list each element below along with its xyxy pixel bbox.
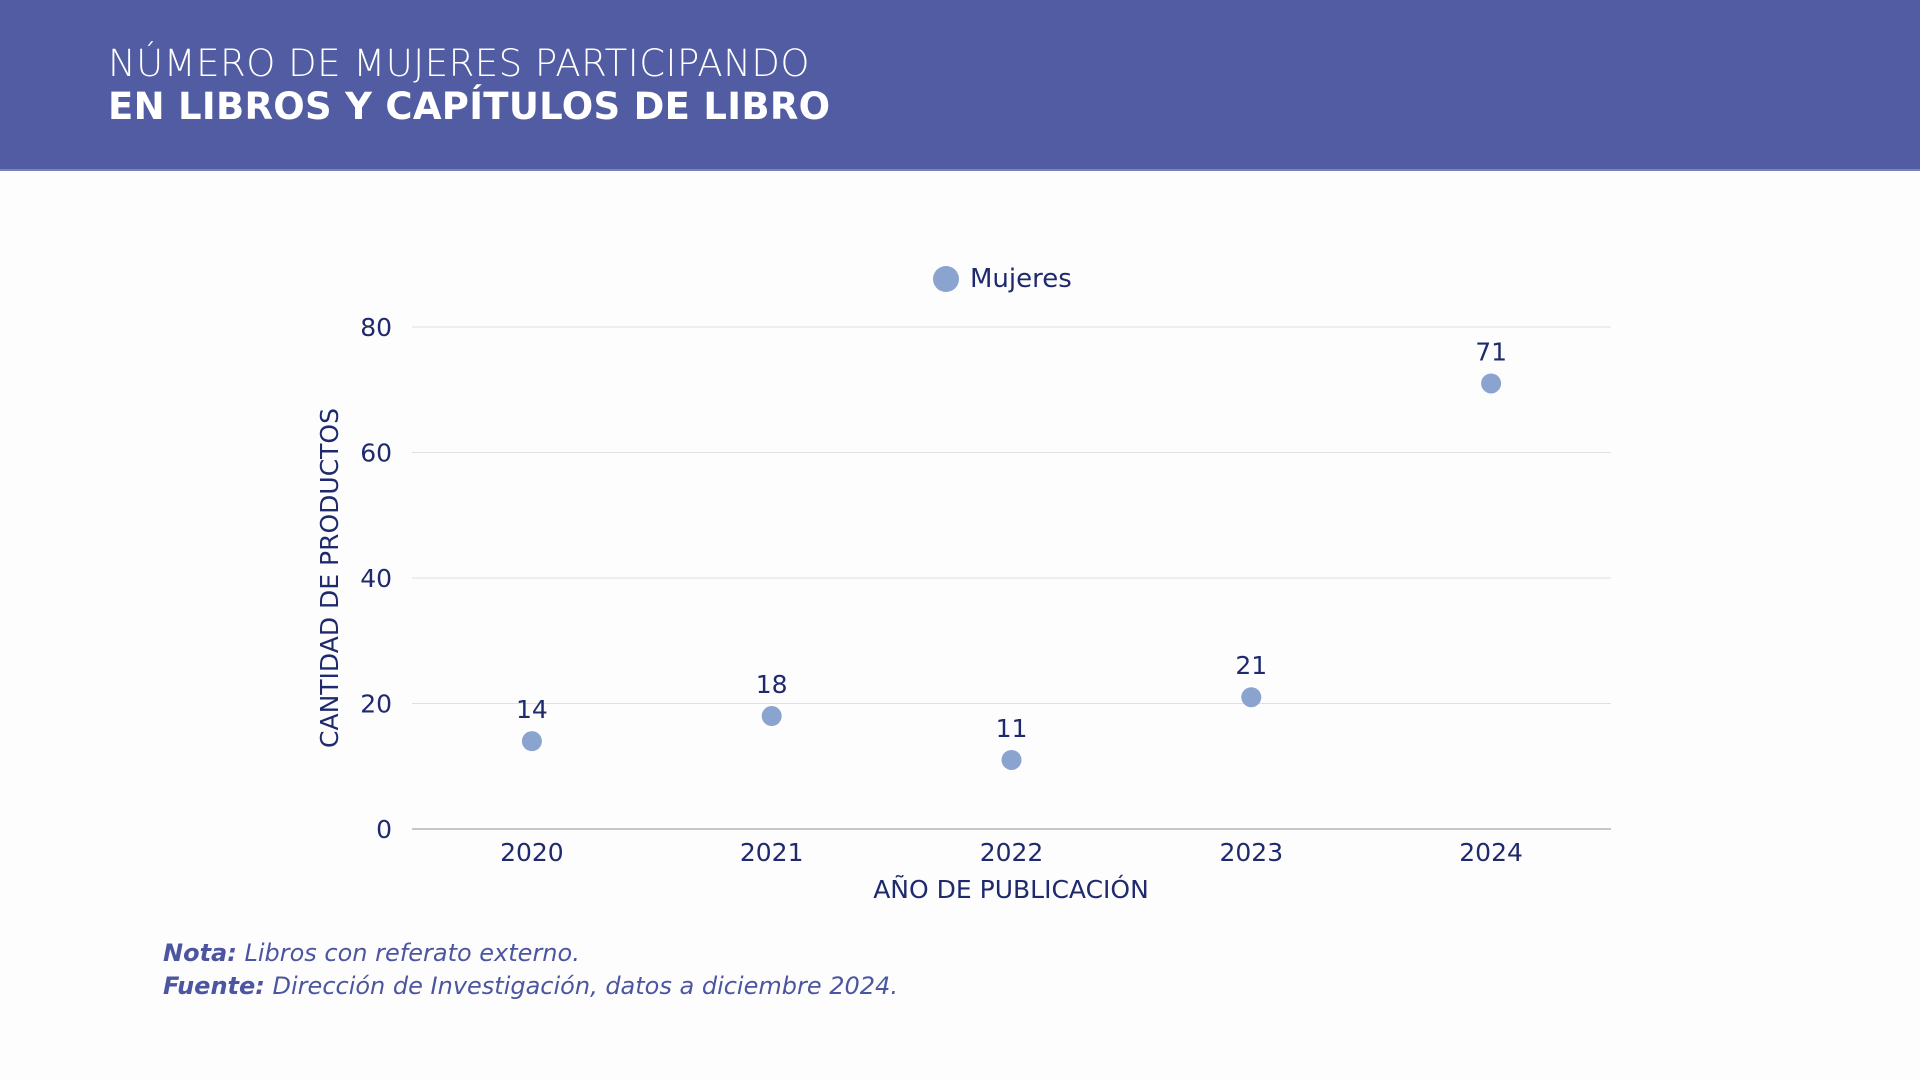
legend-marker-mujeres[interactable] <box>933 266 959 292</box>
data-label: 18 <box>756 670 788 699</box>
y-tick-label: 60 <box>360 439 392 468</box>
x-tick-labels: 2020 2021 2022 2023 2024 <box>500 838 1523 867</box>
source-line: Fuente: Dirección de Investigación, dato… <box>163 970 898 1003</box>
note-label: Nota: <box>163 939 237 967</box>
data-point[interactable] <box>1241 687 1262 708</box>
x-tick-label: 2020 <box>500 838 564 867</box>
y-tick-label: 80 <box>360 313 392 342</box>
x-tick-label: 2024 <box>1459 838 1523 867</box>
note-text: Libros con referato externo. <box>236 939 580 967</box>
chart-notes: Nota: Libros con referato externo. Fuent… <box>163 937 898 1003</box>
y-axis-title: CANTIDAD DE PRODUCTOS <box>315 408 344 748</box>
gridlines <box>412 326 1611 830</box>
x-tick-label: 2022 <box>980 838 1044 867</box>
y-tick-label: 20 <box>360 690 392 719</box>
data-label: 21 <box>1235 651 1267 680</box>
data-point[interactable] <box>521 731 542 752</box>
data-label: 11 <box>996 714 1028 743</box>
data-labels: 14 18 11 21 71 <box>516 337 1507 742</box>
chart-title-line-2: EN LIBROS Y CAPÍTULOS DE LIBRO <box>108 85 831 128</box>
header-banner: NÚMERO DE MUJERES PARTICIPANDO EN LIBROS… <box>0 0 1920 171</box>
source-label: Fuente: <box>163 972 265 1000</box>
x-tick-label: 2023 <box>1219 838 1283 867</box>
data-label: 71 <box>1475 337 1507 366</box>
x-tick-label: 2021 <box>740 838 804 867</box>
y-tick-label: 0 <box>376 815 392 844</box>
data-point[interactable] <box>1001 749 1022 770</box>
x-axis-title: AÑO DE PUBLICACIÓN <box>873 874 1149 904</box>
y-tick-labels: 0 20 40 60 80 <box>360 313 392 844</box>
chart-title-line-1: NÚMERO DE MUJERES PARTICIPANDO <box>108 42 810 85</box>
y-tick-label: 40 <box>360 564 392 593</box>
source-text: Dirección de Investigación, datos a dici… <box>264 972 898 1000</box>
data-point[interactable] <box>1481 373 1502 394</box>
data-label: 14 <box>516 695 548 724</box>
legend-label-mujeres[interactable]: Mujeres <box>970 264 1072 294</box>
data-point[interactable] <box>761 706 782 727</box>
legend: Mujeres <box>933 264 1072 294</box>
data-points <box>521 373 1502 770</box>
note-line: Nota: Libros con referato externo. <box>163 937 898 970</box>
